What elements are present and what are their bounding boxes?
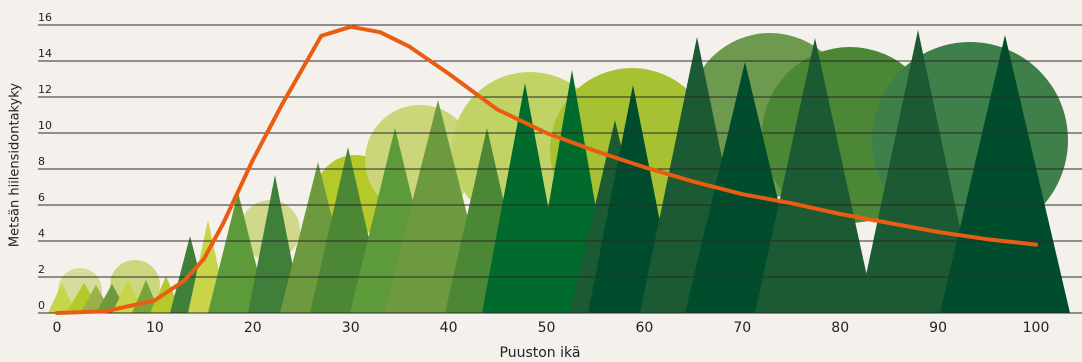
y-tick-label: 14 [38, 47, 52, 60]
x-tick-label: 40 [440, 320, 458, 336]
y-axis-label: Metsän hiilensidontakyky [8, 83, 23, 247]
y-tick-label: 0 [38, 299, 45, 312]
x-tick-label: 20 [244, 320, 262, 336]
y-tick-label: 10 [38, 119, 52, 132]
x-tick-label: 70 [733, 320, 751, 336]
tree-illustration [48, 30, 1070, 313]
y-tick-label: 16 [38, 11, 52, 24]
x-tick-label: 80 [831, 320, 849, 336]
x-tick-label: 50 [538, 320, 556, 336]
y-tick-label: 2 [38, 263, 45, 276]
x-tick-label: 100 [1023, 320, 1050, 336]
x-tick-label: 10 [146, 320, 164, 336]
y-tick-label: 12 [38, 83, 52, 96]
x-axis-label: Puuston ikä [500, 345, 581, 361]
x-tick-label: 60 [635, 320, 653, 336]
y-tick-label: 8 [38, 155, 45, 168]
line-series [55, 24, 1038, 315]
x-tick-label: 90 [929, 320, 947, 336]
y-tick-label: 4 [38, 227, 45, 240]
x-tick-label: 30 [342, 320, 360, 336]
x-tick-label: 0 [53, 320, 62, 336]
y-tick-label: 6 [38, 191, 45, 204]
